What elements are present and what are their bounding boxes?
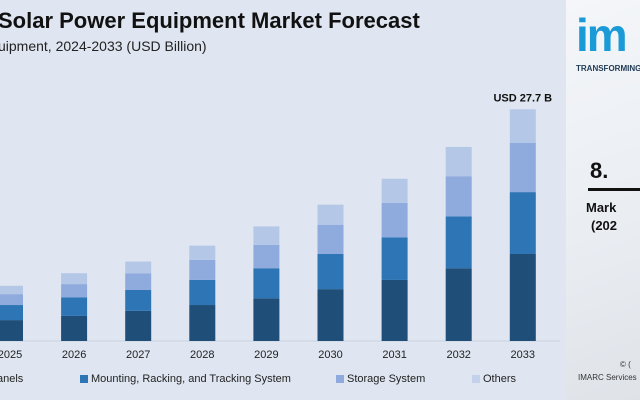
legend-item-mounting: Mounting, Racking, and Tracking System [80, 373, 291, 385]
bar-segment-2027-0 [125, 310, 152, 341]
side-panel: im TRANSFORMING 8. Mark (202 © ( IMARC S… [566, 0, 640, 400]
legend-swatch [80, 375, 88, 383]
bar-segment-2031-1 [381, 237, 408, 280]
x-tick-label: 2032 [446, 349, 470, 361]
bar-segment-2027-3 [125, 261, 152, 274]
imarc-logo: im [576, 9, 628, 61]
legend-label: anels [0, 373, 24, 385]
bar-segment-2029-3 [253, 226, 280, 245]
legend-item-storage: Storage System [336, 373, 425, 385]
chart-title: Solar Power Equipment Market Forecast [0, 8, 420, 33]
legend-swatch [336, 375, 344, 383]
bar-segment-2028-1 [189, 279, 216, 306]
bar-segment-2029-0 [253, 298, 280, 341]
bar-segment-2032-3 [445, 146, 472, 177]
bar-segment-2033-2 [509, 142, 536, 193]
bar-segment-2030-3 [317, 204, 344, 225]
cagr-value: 8. [590, 158, 609, 183]
bar-segment-2026-2 [61, 284, 88, 298]
bar-segment-2032-0 [445, 268, 472, 341]
stacked-bar-chart: 2025 2026 2027 2028 2029 2030 2031 2032 2033 USD… [0, 92, 560, 361]
bar-segment-2026-3 [61, 273, 88, 285]
x-tick-label: 2031 [382, 349, 406, 361]
x-tick-label: 2027 [126, 349, 150, 361]
bar-segment-2025-0 [0, 320, 23, 341]
bar-segment-2033-3 [509, 109, 536, 143]
bar-segment-2028-0 [189, 305, 216, 341]
cagr-period: (202 [591, 218, 618, 233]
legend-swatch [472, 375, 480, 383]
copyright-owner: IMARC Services [578, 373, 637, 382]
bar-segment-2031-0 [381, 279, 408, 341]
bar-segment-2026-0 [61, 315, 88, 341]
bar-segment-2030-2 [317, 224, 344, 255]
legend-label: Storage System [347, 373, 426, 385]
bar-segment-2032-1 [445, 216, 472, 269]
legend-item-others: Others [472, 373, 516, 385]
x-tick-label: 2029 [254, 349, 278, 361]
x-tick-label: 2030 [318, 349, 342, 361]
bar-segment-2029-1 [253, 268, 280, 299]
x-tick-label: 2033 [511, 349, 535, 361]
legend-item-panels: anels [0, 373, 23, 385]
bar-segment-2027-2 [125, 273, 152, 290]
legend-label: Others [483, 373, 517, 385]
bar-segment-2030-0 [317, 289, 344, 341]
bar-segment-2030-1 [317, 254, 344, 290]
x-tick-label: 2025 [0, 349, 22, 361]
chart-subtitle: uipment, 2024-2033 (USD Billion) [0, 38, 207, 54]
bar-segment-2028-3 [189, 245, 216, 260]
bar-segment-2025-3 [0, 285, 23, 295]
bar-segment-2031-3 [381, 178, 408, 203]
bar-segment-2028-2 [189, 259, 216, 280]
bar-segment-2029-2 [253, 244, 280, 269]
x-tick-label: 2026 [62, 349, 86, 361]
bar-segment-2025-2 [0, 294, 23, 306]
bar-segment-2033-0 [509, 254, 536, 341]
bar-segment-2031-2 [381, 202, 408, 238]
total-annotation: USD 27.7 B [493, 92, 552, 104]
cagr-label: Mark [586, 200, 617, 215]
legend-label: Mounting, Racking, and Tracking System [91, 373, 291, 385]
bar-segment-2033-1 [509, 192, 536, 255]
bar-segment-2027-1 [125, 289, 152, 311]
copyright: © ( [620, 360, 631, 369]
logo-tagline: TRANSFORMING [576, 64, 640, 73]
bar-segment-2026-1 [61, 297, 88, 316]
bar-segment-2032-2 [445, 176, 472, 217]
x-tick-label: 2028 [190, 349, 214, 361]
divider [588, 188, 640, 191]
bar-segment-2025-1 [0, 305, 23, 321]
